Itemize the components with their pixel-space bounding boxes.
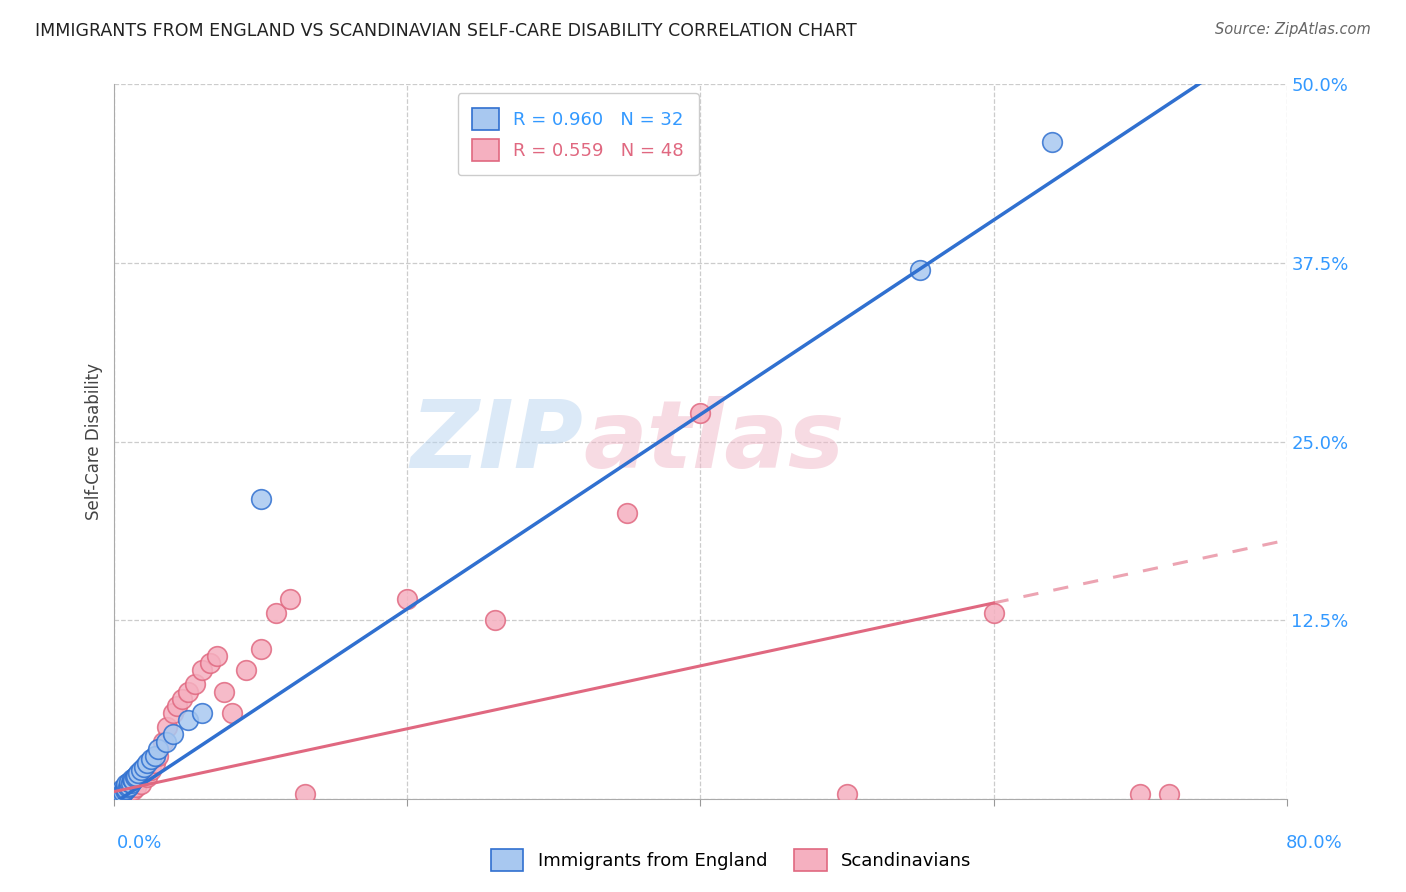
Legend: Immigrants from England, Scandinavians: Immigrants from England, Scandinavians [484, 842, 979, 879]
Point [145, 756, 167, 770]
Point [139, 752, 162, 766]
Point [162, 706, 184, 720]
Point [264, 606, 287, 620]
Point [124, 774, 146, 789]
Text: 0.0%: 0.0% [117, 834, 162, 852]
Point [135, 756, 157, 770]
Point [176, 713, 198, 727]
Point [162, 727, 184, 741]
Point [118, 774, 141, 789]
Point [115, 783, 138, 797]
Point [117, 781, 139, 796]
Point [111, 784, 134, 798]
Point [396, 591, 419, 606]
Point [1040, 135, 1063, 149]
Point [125, 769, 148, 783]
Point [122, 773, 145, 788]
Point [115, 781, 138, 796]
Point [118, 784, 141, 798]
Point [152, 734, 174, 748]
Point [191, 663, 214, 677]
Point [155, 734, 177, 748]
Point [105, 789, 128, 803]
Text: IMMIGRANTS FROM ENGLAND VS SCANDINAVIAN SELF-CARE DISABILITY CORRELATION CHART: IMMIGRANTS FROM ENGLAND VS SCANDINAVIAN … [35, 22, 856, 40]
Point [1129, 788, 1152, 802]
Point [910, 263, 932, 277]
Point [114, 783, 136, 797]
Legend: R = 0.960   N = 32, R = 0.559   N = 48: R = 0.960 N = 32, R = 0.559 N = 48 [457, 94, 699, 176]
Point [121, 777, 143, 791]
Point [616, 506, 638, 520]
Point [124, 770, 146, 784]
Point [115, 786, 138, 800]
Text: ZIP: ZIP [411, 395, 583, 488]
Point [105, 788, 128, 802]
Point [115, 777, 138, 791]
Point [114, 780, 136, 795]
Point [132, 766, 155, 780]
Point [112, 788, 135, 802]
Point [114, 784, 136, 798]
Point [148, 741, 170, 756]
Point [120, 780, 142, 795]
Point [205, 648, 228, 663]
Point [170, 691, 193, 706]
Point [191, 706, 214, 720]
Point [235, 663, 257, 677]
Point [132, 760, 155, 774]
Point [983, 606, 1005, 620]
Point [111, 781, 134, 796]
Point [112, 784, 135, 798]
Point [689, 406, 711, 420]
Text: Source: ZipAtlas.com: Source: ZipAtlas.com [1215, 22, 1371, 37]
Point [120, 776, 142, 790]
Point [139, 763, 162, 777]
Point [835, 788, 858, 802]
Point [484, 613, 506, 627]
Point [1159, 788, 1181, 802]
Point [278, 591, 301, 606]
Point [129, 763, 152, 777]
Point [250, 491, 273, 506]
Point [166, 698, 188, 713]
Point [145, 748, 167, 763]
Point [117, 780, 139, 795]
Point [135, 770, 157, 784]
Text: 80.0%: 80.0% [1286, 834, 1343, 852]
Point [127, 770, 149, 784]
Point [250, 641, 273, 656]
Point [121, 772, 143, 786]
Point [294, 788, 316, 802]
Point [176, 684, 198, 698]
Point [221, 706, 243, 720]
Point [156, 720, 179, 734]
Point [107, 786, 129, 800]
Point [129, 777, 152, 791]
Point [148, 748, 170, 763]
Point [111, 788, 134, 802]
Point [214, 684, 236, 698]
Point [198, 656, 221, 670]
Point [122, 783, 145, 797]
Point [107, 788, 129, 802]
Text: atlas: atlas [583, 395, 845, 488]
Point [110, 784, 132, 798]
Point [110, 789, 132, 803]
Point [118, 779, 141, 793]
Point [125, 780, 148, 795]
Point [184, 677, 207, 691]
Point [127, 766, 149, 780]
Y-axis label: Self-Care Disability: Self-Care Disability [86, 363, 103, 520]
Point [111, 786, 134, 800]
